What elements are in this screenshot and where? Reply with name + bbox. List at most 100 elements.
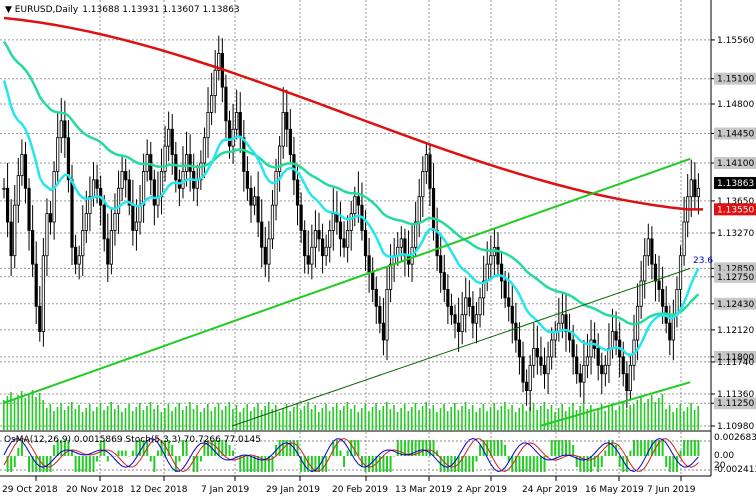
volume-bar <box>289 411 291 430</box>
osma-bar <box>625 456 628 472</box>
price-label: 1.11250 <box>717 399 754 409</box>
volume-bar <box>325 404 327 430</box>
ema-price-box <box>714 203 756 216</box>
osma-bar <box>586 456 589 472</box>
candle-body <box>575 356 579 375</box>
candle-body <box>260 221 264 248</box>
volume-bar <box>647 399 649 430</box>
volume-bar <box>271 409 274 430</box>
candle-body <box>600 364 604 375</box>
date-label: 20 Nov 2018 <box>66 485 124 495</box>
candle-body <box>141 171 146 206</box>
candle-body <box>27 187 31 231</box>
osma-bar <box>135 440 138 456</box>
osma-bar <box>661 440 664 456</box>
volume-bar <box>679 404 682 430</box>
volume-bar <box>360 408 363 430</box>
candle-body <box>467 297 471 307</box>
volume-bar <box>260 410 263 430</box>
volume-bar <box>42 400 44 430</box>
osma-bar <box>228 445 231 456</box>
candle-body <box>278 145 282 172</box>
volume-bar <box>13 399 16 430</box>
date-label: 29 Oct 2018 <box>2 485 58 495</box>
candle-body <box>285 112 289 130</box>
volume-bar <box>300 410 302 430</box>
volume-bar <box>67 406 70 430</box>
date-label: 2 Apr 2019 <box>457 485 507 495</box>
osma-bar <box>693 440 696 456</box>
candle-body <box>535 348 539 358</box>
osma-bar <box>518 456 521 472</box>
volume-bar <box>511 405 513 430</box>
candle-body <box>102 204 106 240</box>
volume-bar <box>164 408 166 430</box>
osma-bar <box>400 440 403 456</box>
volume-bar <box>10 392 12 430</box>
candle-body <box>482 280 486 299</box>
candle-body <box>313 230 318 248</box>
candle-body <box>306 255 310 265</box>
osma-bar <box>425 440 428 456</box>
candle-body <box>657 280 661 290</box>
osma-bar <box>357 440 360 456</box>
osma-bar <box>153 456 156 472</box>
price-level-box <box>714 270 756 283</box>
osma-bar <box>63 440 66 456</box>
candle-body <box>324 246 328 257</box>
volume-bar <box>167 404 170 430</box>
osma-bar <box>92 456 95 472</box>
header-dropdown-icon[interactable]: ▼ <box>5 5 15 15</box>
volume-bar <box>239 412 241 430</box>
candle-body <box>41 255 45 332</box>
osma-bar <box>489 440 492 456</box>
candle-body <box>299 204 303 231</box>
candle-body <box>38 305 42 332</box>
osma-bar <box>636 440 639 456</box>
osma-bar <box>257 456 260 472</box>
volume-bar <box>81 412 84 430</box>
osma-bar <box>665 456 668 467</box>
osma-bar <box>300 456 303 472</box>
volume-bar <box>418 410 420 430</box>
volume-bar <box>171 411 173 430</box>
volume-bar <box>185 406 188 430</box>
volume-bar <box>550 405 553 430</box>
volume-bar <box>128 404 130 430</box>
osma-bar <box>525 456 528 472</box>
candle-body <box>399 238 403 248</box>
volume-bar <box>436 412 438 430</box>
candle-body <box>521 356 525 383</box>
osma-bar <box>74 456 77 472</box>
osma-bar <box>346 450 349 456</box>
osma-bar <box>267 456 270 472</box>
osma-bar <box>246 456 249 472</box>
candle-body <box>489 255 493 265</box>
candle-body <box>224 86 228 122</box>
candle-body <box>693 179 697 198</box>
volume-bar <box>479 408 481 430</box>
osma-bar <box>49 456 52 472</box>
candle-body <box>310 246 314 265</box>
volume-bar <box>411 407 413 430</box>
volume-bar <box>421 406 424 430</box>
volume-bar <box>690 403 692 430</box>
osma-bar <box>235 456 238 457</box>
osma-bar <box>597 456 600 472</box>
osma-bar <box>178 456 181 462</box>
osma-bar <box>593 456 596 467</box>
osma-bar <box>564 440 567 456</box>
volume-bar <box>121 412 123 430</box>
volume-bar <box>586 409 589 430</box>
price-label: 1.11740 <box>717 358 754 368</box>
volume-bar <box>235 405 238 430</box>
osma-bar <box>393 456 396 457</box>
volume-bar <box>199 412 202 430</box>
osma-bar <box>196 456 199 472</box>
candle-body <box>696 187 701 198</box>
osma-bar <box>31 456 34 472</box>
osma-bar <box>321 456 324 472</box>
candle-body <box>349 213 353 231</box>
osma-bar <box>496 440 499 456</box>
